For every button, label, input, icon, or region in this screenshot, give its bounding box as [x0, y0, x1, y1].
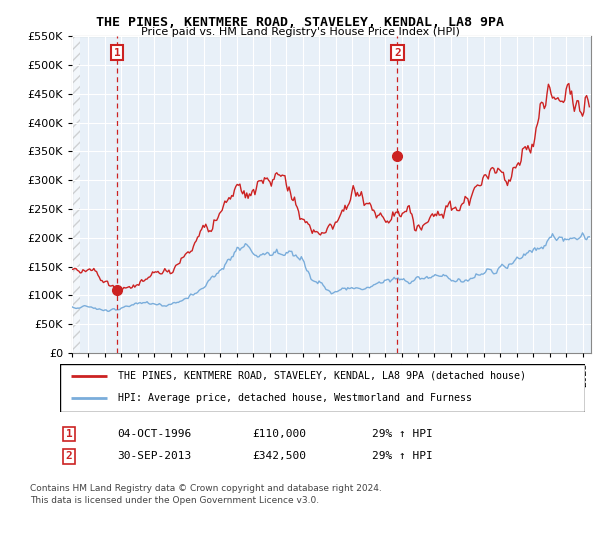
Text: THE PINES, KENTMERE ROAD, STAVELEY, KENDAL, LA8 9PA: THE PINES, KENTMERE ROAD, STAVELEY, KEND… — [96, 16, 504, 29]
Text: 29% ↑ HPI: 29% ↑ HPI — [372, 429, 433, 439]
Text: THE PINES, KENTMERE ROAD, STAVELEY, KENDAL, LA8 9PA (detached house): THE PINES, KENTMERE ROAD, STAVELEY, KEND… — [118, 371, 526, 381]
Text: Price paid vs. HM Land Registry's House Price Index (HPI): Price paid vs. HM Land Registry's House … — [140, 27, 460, 37]
Text: 04-OCT-1996: 04-OCT-1996 — [117, 429, 191, 439]
Text: 2: 2 — [394, 48, 401, 58]
Text: 1: 1 — [114, 48, 121, 58]
Text: 29% ↑ HPI: 29% ↑ HPI — [372, 451, 433, 461]
Text: Contains HM Land Registry data © Crown copyright and database right 2024.: Contains HM Land Registry data © Crown c… — [30, 484, 382, 493]
Text: 1: 1 — [65, 429, 73, 439]
Text: HPI: Average price, detached house, Westmorland and Furness: HPI: Average price, detached house, West… — [118, 393, 472, 403]
Text: £110,000: £110,000 — [252, 429, 306, 439]
Text: 2: 2 — [65, 451, 73, 461]
Text: £342,500: £342,500 — [252, 451, 306, 461]
Text: 30-SEP-2013: 30-SEP-2013 — [117, 451, 191, 461]
Text: This data is licensed under the Open Government Licence v3.0.: This data is licensed under the Open Gov… — [30, 496, 319, 505]
